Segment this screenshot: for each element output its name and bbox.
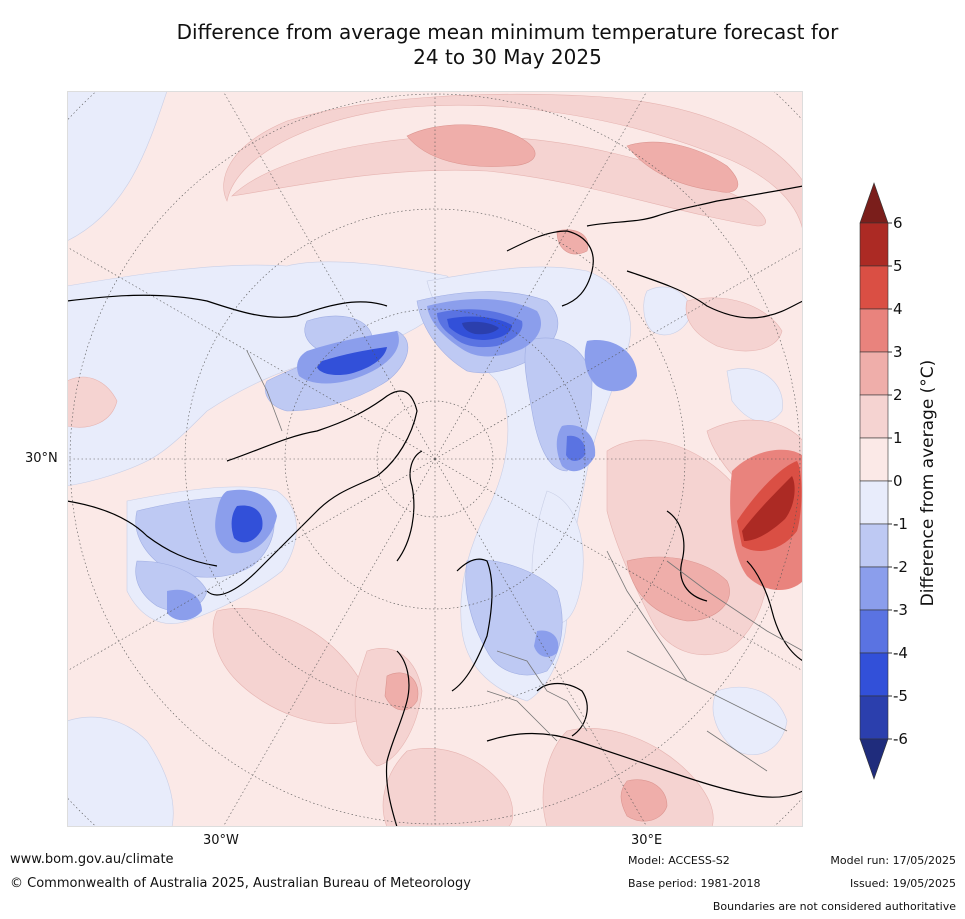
colorbar-band	[859, 695, 889, 740]
colorbar-tick-label: 4	[893, 300, 903, 318]
colorbar-tick-label: 0	[893, 472, 903, 490]
colorbar-tick-label: 1	[893, 429, 903, 447]
footer-copyright: © Commonwealth of Australia 2025, Austra…	[10, 876, 471, 891]
colorbar-tick-label: -3	[893, 601, 908, 619]
footer-website[interactable]: www.bom.gov.au/climate	[10, 852, 174, 867]
colorbar-band	[859, 523, 889, 568]
colorbar-bands	[859, 182, 889, 780]
footer-base-period: Base period: 1981-2018	[628, 877, 761, 890]
lat-label-30n: 30°N	[25, 451, 58, 466]
anomaly-warm-moderate	[384, 124, 739, 822]
colorbar-band	[859, 222, 889, 267]
colorbar-band	[859, 351, 889, 396]
colorbar-ticks: 6 5 4 3 2 1 0 -1 -2 -3 -4 -5 -6	[888, 214, 908, 748]
colorbar-tick-label: 3	[893, 343, 903, 361]
colorbar-band	[859, 308, 889, 353]
graticule	[67, 91, 803, 827]
colorbar-tick-label: 2	[893, 386, 903, 404]
colorbar-tick-label: -1	[893, 515, 908, 533]
forecast-map	[67, 91, 803, 827]
colorbar-band	[859, 265, 889, 310]
lon-label-30w: 30°W	[203, 833, 239, 848]
colorbar-title: Difference from average (°C)	[918, 359, 938, 607]
colorbar-band	[859, 394, 889, 439]
colorbar-band	[859, 182, 889, 224]
anomaly-cool-strong	[167, 299, 637, 657]
colorbar-band	[859, 652, 889, 697]
footer-model-run: Model run: 17/05/2025	[830, 854, 956, 867]
colorbar-band	[859, 738, 889, 780]
colorbar-tick-label: -2	[893, 558, 908, 576]
colorbar-band	[859, 480, 889, 525]
colorbar-tick-label: -4	[893, 644, 908, 662]
colorbar-band	[859, 566, 889, 611]
chart-title: Difference from average mean minimum tem…	[60, 20, 955, 70]
title-line-2: 24 to 30 May 2025	[413, 45, 602, 69]
anomaly-warm-strong	[730, 449, 803, 591]
lon-label-30e: 30°E	[631, 833, 663, 848]
colorbar-tick-label: 5	[893, 257, 903, 275]
colorbar: 6 5 4 3 2 1 0 -1 -2 -3 -4 -5 -6	[858, 180, 963, 785]
colorbar-band	[859, 437, 889, 482]
title-line-1: Difference from average mean minimum tem…	[176, 20, 839, 44]
country-borders	[246, 350, 803, 772]
footer-issued: Issued: 19/05/2025	[849, 877, 956, 890]
colorbar-band	[859, 609, 889, 654]
colorbar-tick-label: -6	[893, 730, 908, 748]
footer-disclaimer: Boundaries are not considered authoritat…	[712, 900, 956, 913]
colorbar-tick-label: -5	[893, 687, 908, 705]
footer-model: Model: ACCESS-S2	[628, 854, 730, 867]
coastlines	[67, 185, 803, 827]
colorbar-tick-label: 6	[893, 214, 903, 232]
